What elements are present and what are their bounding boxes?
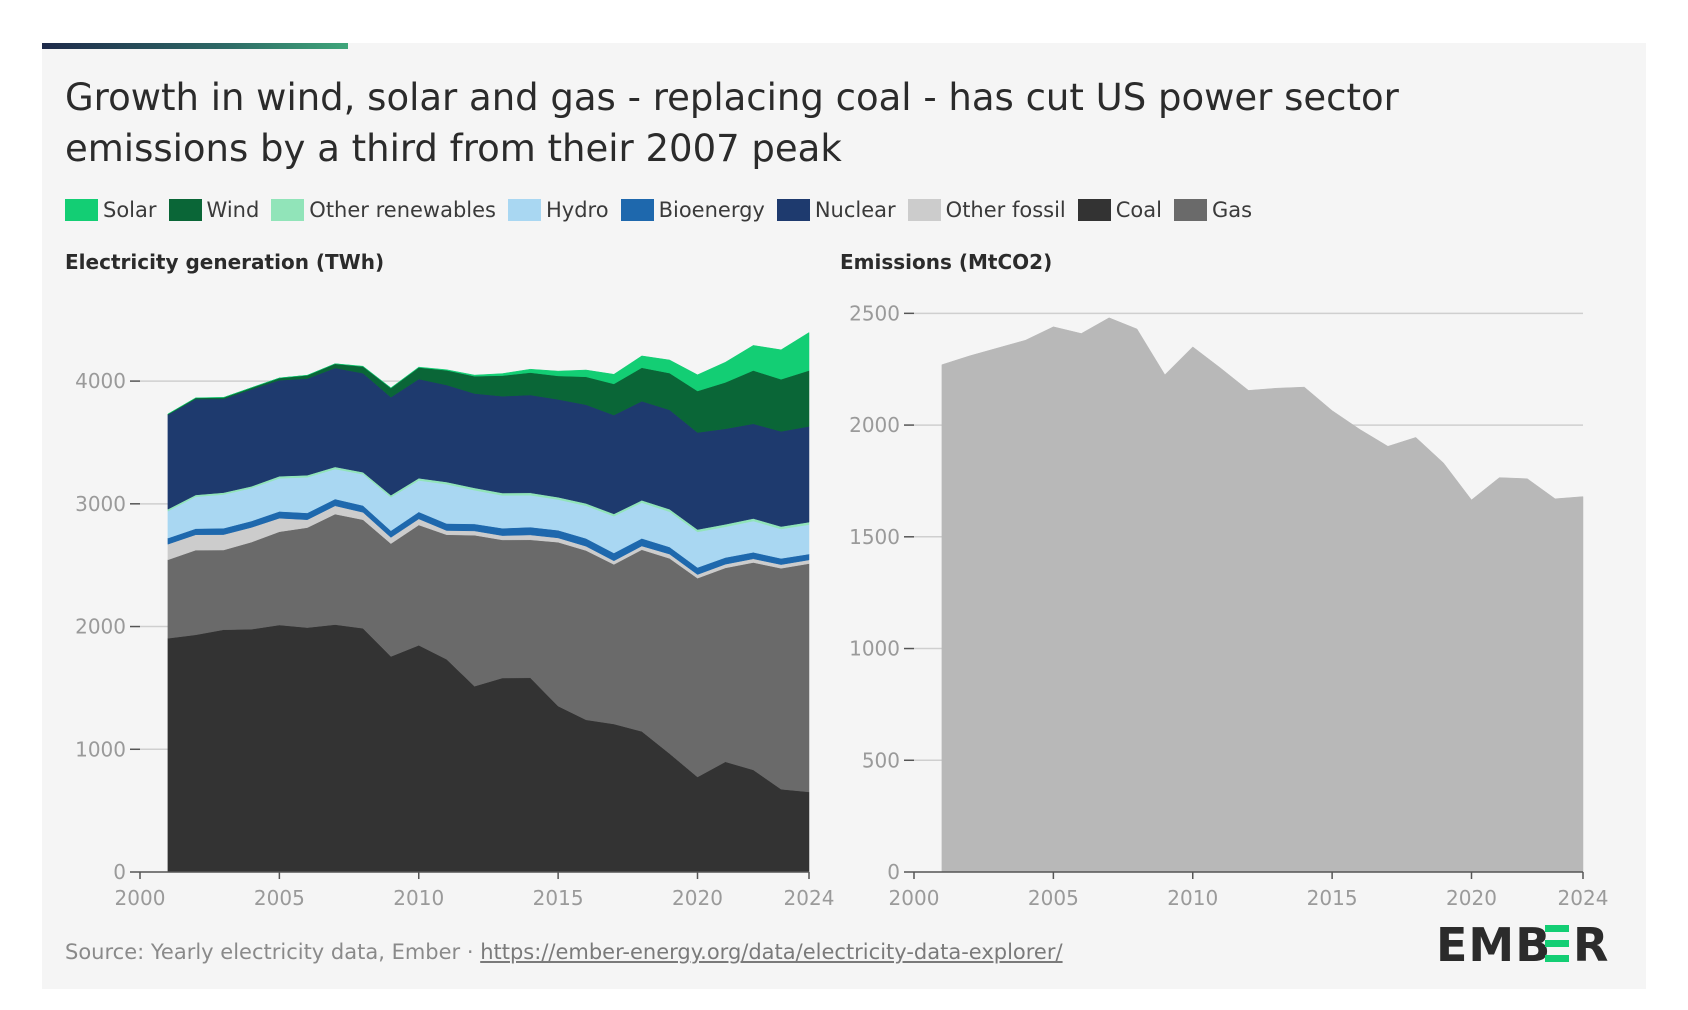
emissions-chart: 2000 2005 2010 2015 2020 2024 0 500 1000 1500 2000…	[849, 301, 1608, 910]
legend-swatch	[65, 199, 98, 221]
y-tick-label: 1500	[849, 525, 900, 549]
legend-item-nuclear: Nuclear	[776, 198, 896, 222]
legend-label: Nuclear	[814, 198, 896, 222]
legend-swatch	[1077, 199, 1111, 221]
x-tick-label: 2000	[115, 886, 166, 910]
x-tick-label: 2024	[1558, 886, 1609, 910]
svg-text:EMB: EMB	[1436, 919, 1551, 969]
legend-swatch	[508, 199, 541, 221]
source-text: Source: Yearly electricity data, Ember ·	[65, 940, 481, 964]
ember-logo: EMB R	[1436, 919, 1608, 969]
legend-item-coal: Coal	[1077, 198, 1162, 222]
legend-label: Other fossil	[945, 198, 1066, 222]
x-tick-label: 2020	[672, 886, 723, 910]
legend-swatch	[1173, 199, 1207, 221]
y-tick-label: 0	[113, 860, 126, 884]
legend-item-gas: Gas	[1173, 198, 1253, 222]
legend-label: Gas	[1211, 198, 1253, 222]
legend-item-hydro: Hydro	[508, 198, 609, 222]
legend-label: Solar	[103, 198, 157, 222]
generation-panel-title: Electricity generation (TWh)	[65, 250, 385, 274]
x-tick-label: 2010	[393, 886, 444, 910]
y-tick-label: 2000	[849, 413, 900, 437]
y-tick-label: 3000	[75, 492, 126, 516]
legend-swatch	[620, 199, 654, 221]
svg-text:R: R	[1573, 919, 1608, 969]
x-tick-label: 2005	[1028, 886, 1079, 910]
x-tick-label: 2010	[1167, 886, 1218, 910]
y-tick-label: 2000	[75, 615, 126, 639]
x-tick-label: 2020	[1446, 886, 1497, 910]
chart-title: Growth in wind, solar and gas - replacin…	[65, 76, 1399, 170]
y-tick-label: 4000	[75, 369, 126, 393]
x-tick-label: 2000	[889, 886, 940, 910]
legend-swatch	[776, 199, 810, 221]
y-tick-label: 1000	[849, 637, 900, 661]
legend-item-other-fossil: Other fossil	[907, 198, 1066, 222]
x-tick-label: 2005	[254, 886, 305, 910]
x-tick-label: 2024	[784, 886, 835, 910]
x-tick-label: 2015	[1307, 886, 1358, 910]
legend-label: Other renewables	[309, 198, 496, 222]
accent-bar	[42, 43, 348, 49]
legend-item-other-renewables: Other renewables	[271, 198, 496, 222]
emissions-panel-title: Emissions (MtCO2)	[840, 250, 1053, 274]
legend-item-bioenergy: Bioenergy	[620, 198, 765, 222]
legend-label: Hydro	[546, 198, 609, 222]
y-tick-label: 1000	[75, 737, 126, 761]
source-link[interactable]: https://ember-energy.org/data/electricit…	[480, 940, 1063, 964]
legend-item-wind: Wind	[168, 198, 260, 222]
y-tick-label: 0	[887, 860, 900, 884]
legend-swatch	[168, 199, 202, 221]
legend-label: Wind	[206, 198, 260, 222]
area-solar	[167, 332, 810, 415]
legend-swatch	[271, 199, 305, 221]
source-note: Source: Yearly electricity data, Ember ·…	[65, 940, 1063, 964]
legend-label: Coal	[1115, 198, 1162, 222]
legend-item-solar: Solar	[65, 198, 157, 222]
area-emissions	[941, 317, 1584, 873]
legend: Solar Wind Other renewables Hydro Bioenergy N…	[65, 198, 1264, 222]
generation-chart: 2000 2005 2010 2015 2020 2024 0 1000 2000 3000 400…	[75, 332, 835, 910]
legend-swatch	[907, 199, 941, 221]
logo-e-bars	[1545, 925, 1569, 962]
y-tick-label: 2500	[849, 301, 900, 325]
y-tick-label: 500	[862, 748, 900, 772]
legend-label: Bioenergy	[658, 198, 765, 222]
x-tick-label: 2015	[533, 886, 584, 910]
